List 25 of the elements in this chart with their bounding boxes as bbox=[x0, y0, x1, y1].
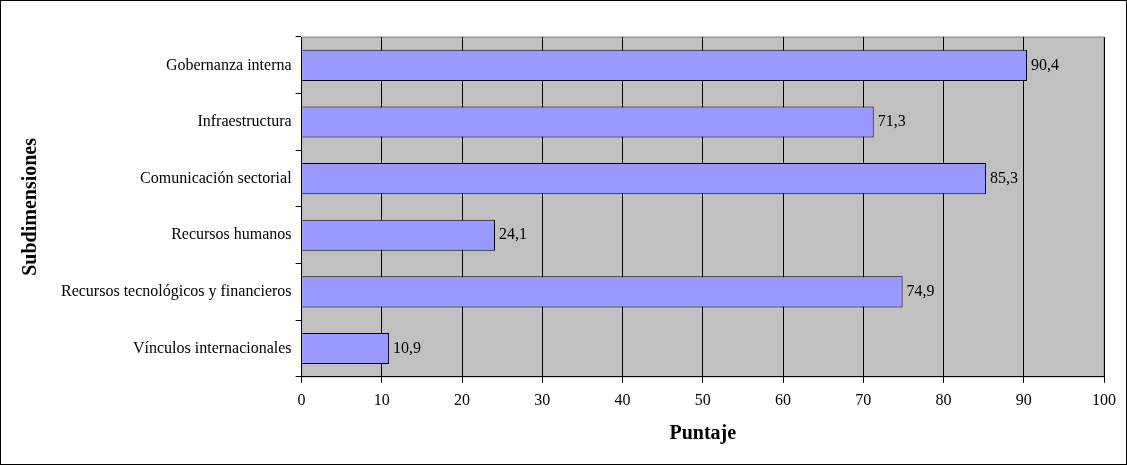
data-label: 90,4 bbox=[1030, 55, 1059, 73]
x-tick-label: 0 bbox=[297, 390, 306, 408]
y-tick-label: Vínculos internacionales bbox=[132, 338, 292, 356]
x-tick-label: 50 bbox=[694, 390, 711, 408]
y-tick-label: Recursos tecnológicos y financieros bbox=[60, 282, 292, 301]
y-tick-label: Comunicación sectorial bbox=[140, 168, 293, 186]
data-label: 71,3 bbox=[877, 112, 906, 130]
x-tick-label: 10 bbox=[373, 390, 390, 408]
x-tick-label: 60 bbox=[775, 390, 792, 408]
data-label: 74,9 bbox=[906, 282, 935, 300]
y-axis-title: Subdimensiones bbox=[18, 137, 41, 276]
x-tick-label: 80 bbox=[935, 390, 952, 408]
x-tick-label: 90 bbox=[1015, 390, 1032, 408]
data-label: 85,3 bbox=[990, 168, 1019, 186]
y-tick-label: Infraestructura bbox=[197, 112, 292, 130]
x-axis-title: Puntaje bbox=[669, 421, 737, 445]
y-tick-label: Recursos humanos bbox=[171, 225, 292, 243]
y-tick-label: Gobernanza interna bbox=[165, 55, 292, 73]
x-tick-label: 20 bbox=[454, 390, 471, 408]
data-label: 24,1 bbox=[498, 225, 527, 243]
data-label: 10,9 bbox=[393, 338, 422, 356]
x-tick-label: 40 bbox=[614, 390, 631, 408]
x-tick-label: 100 bbox=[1092, 390, 1116, 408]
x-tick-label: 70 bbox=[855, 390, 872, 408]
x-tick-label: 30 bbox=[534, 390, 551, 408]
